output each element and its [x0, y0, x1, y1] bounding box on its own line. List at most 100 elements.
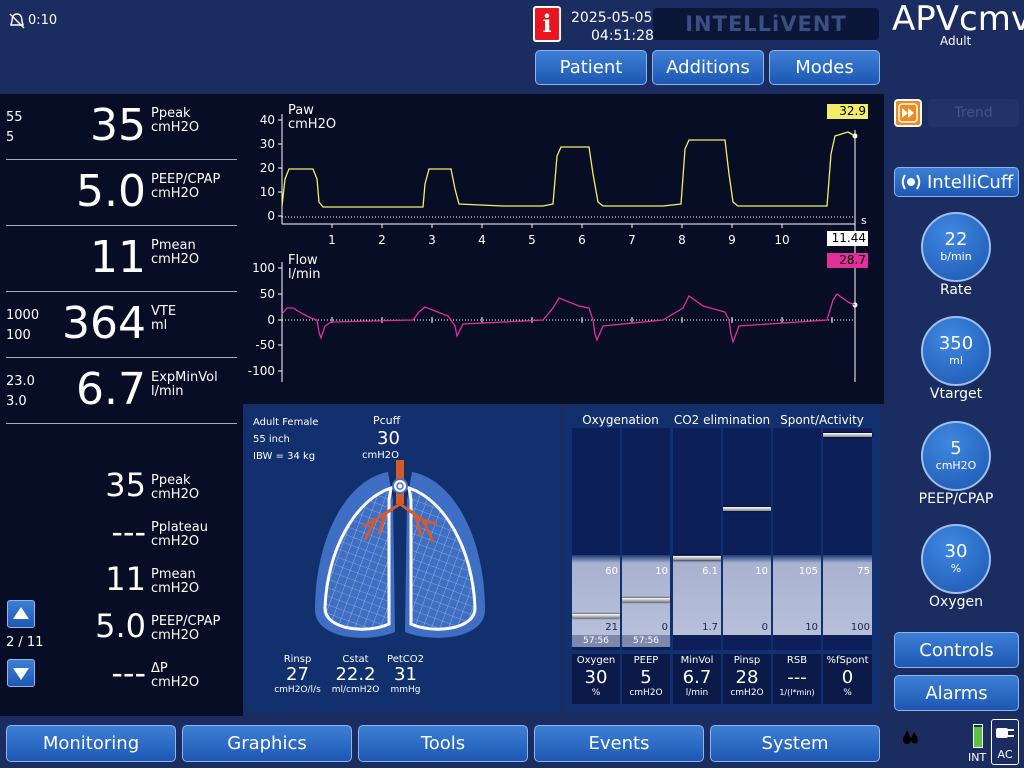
divider [6, 225, 237, 226]
minvol-top-limit: 6.1 [702, 566, 718, 577]
alarm-silence-timer: 0:10 [28, 13, 58, 28]
pplateau-value: --- [111, 513, 146, 551]
oxygen-bottom-limit: 21 [605, 622, 618, 633]
nav-events[interactable]: Events [534, 725, 704, 762]
lung-graphic [315, 460, 485, 638]
flow-y-tick-label: 100 [252, 261, 275, 275]
peep-secondary-value: 5.0 [95, 607, 146, 645]
flow-y-tick-label: -100 [248, 364, 275, 378]
peep-marker [622, 598, 670, 602]
flow-title: Flow l/min [288, 253, 321, 282]
nav-system[interactable]: System [710, 725, 880, 762]
ventilation-mode: APVcmv [892, 0, 1024, 39]
time-readout: 11.44 [827, 231, 868, 246]
fspont-bar-fill [823, 555, 872, 635]
oxygen-time: 57:56 [572, 635, 620, 647]
rsb-readout: RSB --- 1/(l*min) [773, 654, 821, 704]
fspont-readout: %fSpont 0 % [823, 654, 872, 704]
oxygen-control-label: Oxygen [929, 594, 983, 610]
time-tick-label: 6 [578, 233, 586, 247]
fspont-top-limit: 75 [857, 566, 870, 577]
pplateau-label: Pplateau cmH2O [151, 520, 208, 549]
rinsp-stat: Rinsp 27 cmH2O/l/s [274, 654, 321, 695]
time-axis-ticks: 1 2 3 4 5 6 7 8 9 10 [328, 224, 790, 247]
expminvol-high-limit: 23.0 [6, 374, 35, 389]
peep-time: 57:56 [622, 635, 670, 647]
peep-bar-fill [622, 555, 670, 635]
pcuff-label: Pcuff [373, 414, 401, 427]
ppeak-low-limit: 5 [6, 130, 15, 145]
time-tick-label: 1 [328, 233, 336, 247]
trend-button[interactable]: Trend [928, 99, 1019, 127]
battery-label: INT [968, 751, 987, 764]
peep-control-label: PEEP/CPAP [918, 491, 994, 507]
vtarget-control[interactable]: 350 ml [921, 316, 991, 386]
modes-button[interactable]: Modes [769, 50, 880, 85]
paw-y-tick-label: 30 [260, 137, 275, 151]
rate-control[interactable]: 22 b/min [921, 212, 991, 282]
nav-graphics[interactable]: Graphics [182, 725, 352, 762]
freeze-button[interactable] [894, 99, 922, 127]
vte-low-limit: 100 [6, 328, 31, 343]
date-display: 2025-05-05 [571, 10, 653, 26]
paw-current-value: 32.9 [827, 104, 868, 119]
ppeak-value: 35 [90, 100, 146, 151]
nav-tools[interactable]: Tools [358, 725, 528, 762]
alarms-button[interactable]: Alarms [894, 675, 1019, 711]
divider [6, 159, 237, 160]
additions-button[interactable]: Additions [652, 50, 764, 85]
minvol-bottom-limit: 1.7 [702, 622, 718, 633]
oxygen-readout: Oxygen 30 % [572, 654, 620, 704]
dynamic-lung-panel [245, 407, 560, 712]
co2-elimination-header: CO2 elimination [673, 413, 771, 427]
paw-y-tick-label: 20 [260, 161, 275, 175]
nav-monitoring[interactable]: Monitoring [6, 725, 176, 762]
plug-icon [996, 728, 1014, 738]
oxygen-bar-fill [572, 555, 620, 635]
peep-label: PEEP/CPAP cmH2O [151, 172, 221, 201]
alarm-silence-icon[interactable] [8, 12, 26, 30]
page-up-button[interactable] [7, 600, 35, 628]
waveform-panel [243, 94, 884, 404]
patient-ibw: IBW = 34 kg [253, 451, 316, 462]
paw-y-tick-label: 10 [260, 185, 275, 199]
pinsp-top-limit: 10 [755, 566, 768, 577]
fspont-marker [823, 433, 872, 437]
paw-y-ticks: 40 30 20 10 0 [260, 113, 282, 223]
vte-label: VTE ml [151, 304, 177, 333]
minvol-readout: MinVol 6.7 l/min [673, 654, 721, 704]
peep-control[interactable]: 5 cmH2O [921, 421, 991, 491]
minvol-marker [673, 556, 721, 560]
controls-button[interactable]: Controls [894, 632, 1019, 668]
battery-icon [973, 724, 983, 748]
delta-p-value: --- [111, 654, 146, 692]
paw-waveform [281, 131, 856, 208]
expminvol-value: 6.7 [76, 364, 146, 415]
peep-secondary-label: PEEP/CPAP cmH2O [151, 614, 221, 643]
divider [6, 291, 237, 292]
paw-title: Paw cmH2O [288, 103, 337, 132]
patient-sex: Adult Female [253, 417, 319, 428]
time-tick-label: 3 [428, 233, 436, 247]
delta-p-label: ΔP cmH2O [151, 661, 200, 690]
humidifier-icon [902, 728, 920, 750]
intellicuff-button[interactable]: IntelliCuff [894, 167, 1019, 197]
patient-button[interactable]: Patient [535, 50, 647, 85]
flow-y-ticks: 100 50 0 -50 -100 [248, 261, 833, 378]
time-tick-label: 10 [774, 233, 789, 247]
fspont-bottom-limit: 100 [850, 622, 870, 633]
cstat-stat: Cstat 22.2 ml/cmH2O [331, 654, 380, 695]
time-tick-label: 7 [628, 233, 636, 247]
page-indicator: 2 / 11 [6, 635, 44, 650]
cuff-icon [901, 174, 921, 190]
oxygen-control[interactable]: 30% [921, 524, 991, 594]
ppeak-secondary-label: Ppeak cmH2O [151, 473, 200, 502]
flow-waveform [281, 293, 856, 345]
pcuff-value: 30 [377, 428, 400, 449]
vte-value: 364 [62, 298, 146, 349]
patient-info: Adult Female 55 inch IBW = 34 kg [253, 414, 318, 465]
info-icon[interactable]: i [533, 6, 561, 42]
page-down-button[interactable] [7, 659, 35, 687]
pinsp-bar-fill [723, 555, 771, 635]
ppeak-high-limit: 55 [6, 110, 23, 125]
